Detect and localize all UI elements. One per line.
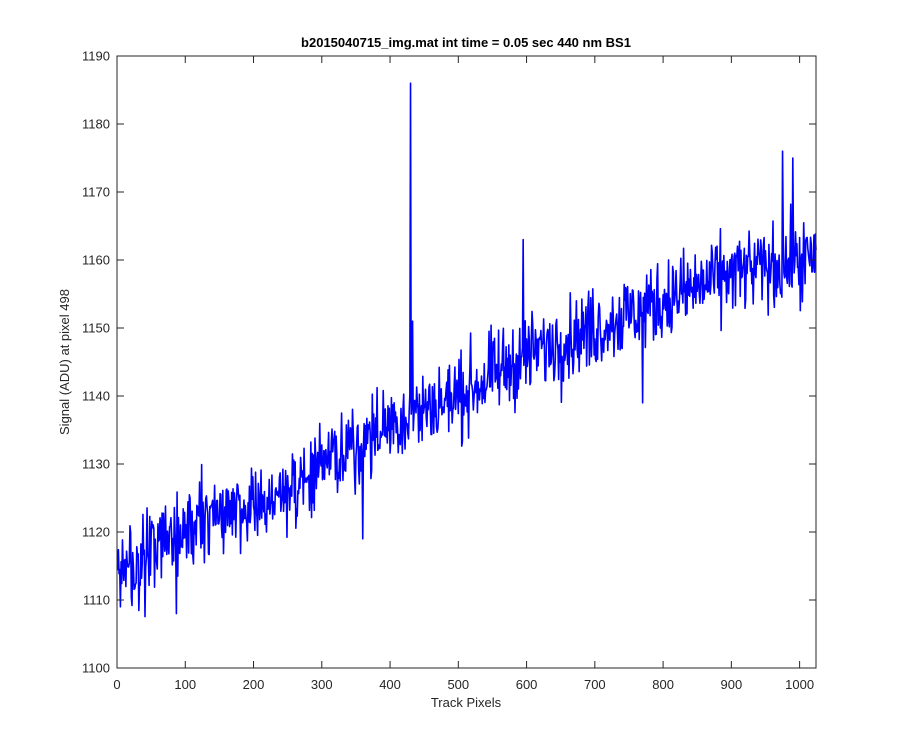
x-tick-label: 100 <box>174 677 196 692</box>
y-tick-label: 1170 <box>82 185 110 200</box>
x-axis: 0 100 200 300 400 500 600 700 800 900 1000 <box>113 56 814 692</box>
x-tick-label: 1000 <box>785 677 814 692</box>
x-tick-label: 300 <box>311 677 333 692</box>
x-tick-label: 200 <box>243 677 265 692</box>
series-line <box>116 82 817 618</box>
axes-box <box>116 55 817 669</box>
y-tick-label: 1180 <box>82 117 110 132</box>
x-tick-label: 500 <box>447 677 469 692</box>
y-tick-label: 1160 <box>82 253 110 268</box>
x-axis-title: Track Pixels <box>431 695 502 710</box>
plot-area <box>116 55 817 669</box>
x-tick-label: 800 <box>652 677 674 692</box>
axes-background <box>117 56 816 668</box>
y-axis-title: Signal (ADU) at pixel 498 <box>57 289 72 435</box>
y-tick-label: 1100 <box>82 661 110 676</box>
y-tick-label: 1140 <box>82 389 110 404</box>
y-tick-label: 1120 <box>82 525 110 540</box>
y-tick-label: 1110 <box>83 593 110 608</box>
y-tick-label: 1190 <box>82 49 110 64</box>
x-tick-label: 600 <box>516 677 538 692</box>
x-tick-label: 400 <box>379 677 401 692</box>
x-tick-label: 700 <box>584 677 606 692</box>
x-tick-label: 0 <box>113 677 120 692</box>
y-tick-label: 1150 <box>82 321 110 336</box>
chart-title: b2015040715_img.mat int time = 0.05 sec … <box>301 35 631 50</box>
x-tick-label: 900 <box>721 677 743 692</box>
y-axis: 1100 1110 1120 1130 1140 1150 1160 1170 1180 1190 <box>82 49 816 676</box>
y-tick-label: 1130 <box>82 457 110 472</box>
